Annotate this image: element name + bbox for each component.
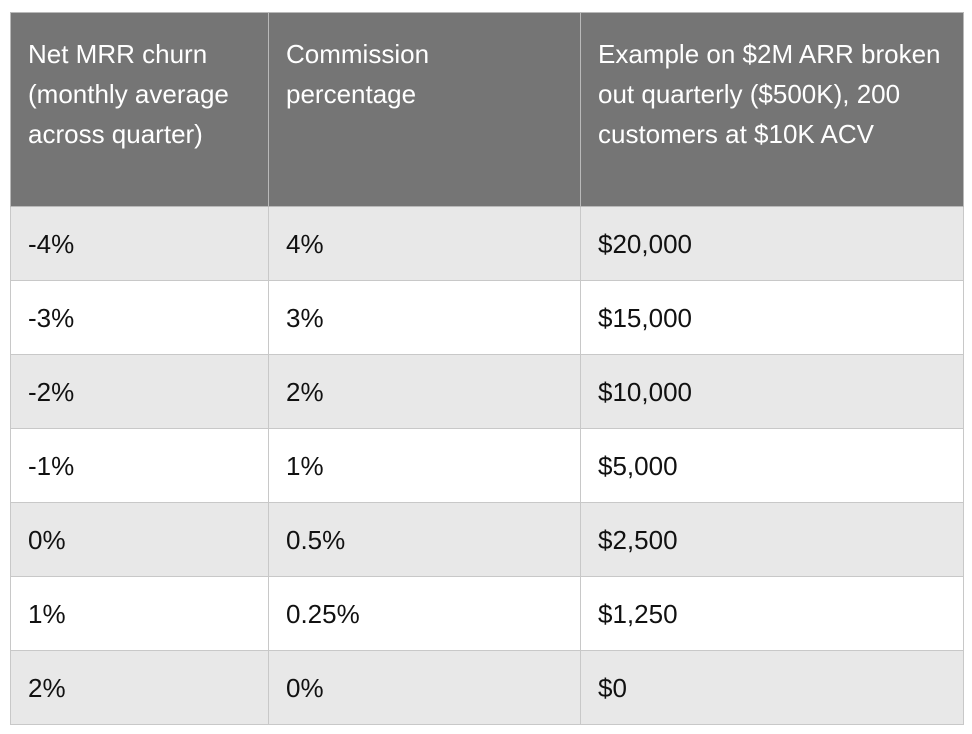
header-commission-percentage: Commission percentage [268,12,581,207]
table-row: 2% 0% $0 [10,650,964,725]
cell-churn: 2% [10,650,269,725]
cell-commission: 0% [268,650,581,725]
cell-churn: 1% [10,576,269,651]
cell-churn: -3% [10,280,269,355]
cell-example: $5,000 [580,428,964,503]
cell-commission: 4% [268,206,581,281]
cell-commission: 0.5% [268,502,581,577]
table-row: -2% 2% $10,000 [10,354,964,429]
cell-commission: 0.25% [268,576,581,651]
header-example-payout: Example on $2M ARR broken out quarterly … [580,12,964,207]
cell-example: $10,000 [580,354,964,429]
table-row: 0% 0.5% $2,500 [10,502,964,577]
cell-churn: -2% [10,354,269,429]
table-row: 1% 0.25% $1,250 [10,576,964,651]
table-row: -4% 4% $20,000 [10,206,964,281]
cell-example: $0 [580,650,964,725]
table-row: -3% 3% $15,000 [10,280,964,355]
cell-commission: 2% [268,354,581,429]
cell-churn: 0% [10,502,269,577]
cell-commission: 3% [268,280,581,355]
table-body: -4% 4% $20,000 -3% 3% $15,000 -2% 2% $10… [10,206,964,725]
commission-table-container: Net MRR churn (monthly average across qu… [10,12,964,725]
cell-example: $1,250 [580,576,964,651]
cell-churn: -4% [10,206,269,281]
header-net-mrr-churn: Net MRR churn (monthly average across qu… [10,12,269,207]
header-row: Net MRR churn (monthly average across qu… [10,12,964,207]
commission-table: Net MRR churn (monthly average across qu… [10,12,964,725]
cell-commission: 1% [268,428,581,503]
cell-churn: -1% [10,428,269,503]
cell-example: $15,000 [580,280,964,355]
table-row: -1% 1% $5,000 [10,428,964,503]
cell-example: $20,000 [580,206,964,281]
table-header: Net MRR churn (monthly average across qu… [10,12,964,207]
cell-example: $2,500 [580,502,964,577]
